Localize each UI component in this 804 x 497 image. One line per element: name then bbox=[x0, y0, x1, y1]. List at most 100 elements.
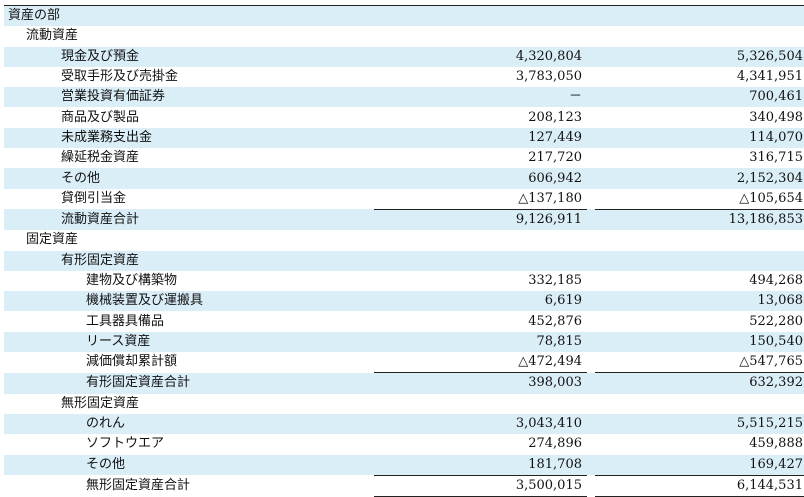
gap bbox=[587, 434, 595, 454]
table-row: 資産の部 bbox=[4, 5, 804, 27]
prior-year-value: － bbox=[374, 87, 587, 108]
gap bbox=[587, 230, 595, 250]
table-row: 繰延税金資産 217,720 316,715 bbox=[4, 148, 804, 168]
gap bbox=[587, 87, 595, 108]
row-label: 現金及び預金 bbox=[4, 46, 374, 67]
table-row: 減価償却累計額 △472,494 △547,765 bbox=[4, 352, 804, 373]
table-row: 貸倒引当金 △137,180 △105,654 bbox=[4, 189, 804, 210]
row-label: 流動資産 bbox=[26, 28, 79, 44]
current-year-value: △105,654 bbox=[739, 190, 803, 206]
current-year-value bbox=[595, 250, 804, 271]
row-label: 流動資産合計 bbox=[4, 209, 374, 231]
current-year-value: 150,540 bbox=[595, 331, 804, 353]
current-year-value: 13,186,853 bbox=[595, 208, 804, 231]
current-year-value bbox=[595, 394, 804, 414]
prior-year-value: 78,815 bbox=[374, 331, 587, 353]
current-year-value: 169,427 bbox=[595, 454, 804, 476]
table-row: 有形固定資産 bbox=[4, 250, 804, 271]
prior-year-value bbox=[374, 394, 587, 414]
balance-sheet: 資産の部 流動資産 現金及び預金 4,320,804 5,326,504 受取手形及び売掛… bbox=[4, 5, 804, 497]
row-label: 有形固定資産合計 bbox=[4, 372, 374, 394]
table-row: のれん 3,043,410 5,515,215 bbox=[4, 413, 804, 435]
gap bbox=[587, 413, 595, 435]
current-year-value: 459,888 bbox=[749, 436, 803, 452]
prior-year-value: 208,123 bbox=[528, 109, 582, 125]
current-year-value: 494,268 bbox=[749, 273, 803, 288]
current-year-value: △547,765 bbox=[739, 354, 803, 370]
current-year-value: 2,152,304 bbox=[595, 168, 804, 189]
gap bbox=[587, 372, 595, 394]
current-year-value bbox=[595, 5, 804, 27]
row-label: 固定資産 bbox=[26, 232, 79, 248]
prior-year-value: 9,126,911 bbox=[374, 208, 587, 231]
current-year-value: 522,280 bbox=[749, 313, 803, 329]
prior-year-value: 217,720 bbox=[528, 150, 582, 166]
row-label: ソフトウエア bbox=[86, 436, 165, 452]
row-label: 未成業務支出金 bbox=[4, 127, 374, 149]
table-row: 現金及び預金 4,320,804 5,326,504 bbox=[4, 46, 804, 67]
prior-year-value: 3,500,015 bbox=[374, 474, 587, 497]
gap bbox=[587, 189, 595, 210]
row-label: 営業投資有価証券 bbox=[4, 87, 374, 108]
prior-year-value: 181,708 bbox=[374, 454, 587, 476]
row-label: 資産の部 bbox=[4, 5, 374, 27]
table-row: 無形固定資産合計 3,500,015 6,144,531 bbox=[4, 474, 804, 497]
prior-year-value: 274,896 bbox=[528, 436, 582, 452]
prior-year-value bbox=[374, 26, 587, 46]
gap bbox=[587, 352, 595, 373]
row-label: その他 bbox=[4, 168, 374, 189]
prior-year-value: 332,185 bbox=[528, 273, 582, 288]
gap bbox=[587, 168, 595, 189]
row-label: 工具器具備品 bbox=[86, 313, 165, 329]
gap bbox=[587, 291, 595, 312]
table-row: 受取手形及び売掛金 3,783,050 4,341,951 bbox=[4, 67, 804, 87]
gap bbox=[587, 127, 595, 149]
table-row: 有形固定資産合計 398,003 632,392 bbox=[4, 372, 804, 394]
current-year-value: 5,326,504 bbox=[595, 46, 804, 67]
current-year-value: 114,070 bbox=[595, 127, 804, 149]
prior-year-value: △137,180 bbox=[518, 190, 582, 206]
row-label: 無形固定資産 bbox=[61, 395, 140, 411]
row-label: 繰延税金資産 bbox=[61, 150, 140, 166]
row-label: その他 bbox=[4, 454, 374, 476]
row-label: 建物及び構築物 bbox=[86, 273, 178, 288]
table-row: 機械装置及び運搬具 6,619 13,068 bbox=[4, 291, 804, 312]
gap bbox=[587, 107, 595, 127]
prior-year-value: 4,320,804 bbox=[374, 46, 587, 67]
gap bbox=[587, 454, 595, 476]
table-row: 無形固定資産 bbox=[4, 394, 804, 414]
gap bbox=[587, 271, 595, 291]
prior-year-value: 398,003 bbox=[374, 372, 587, 394]
gap bbox=[587, 148, 595, 168]
row-label: 商品及び製品 bbox=[61, 109, 140, 125]
prior-year-value: 606,942 bbox=[374, 168, 587, 189]
gap bbox=[587, 475, 595, 496]
current-year-value: 5,515,215 bbox=[595, 413, 804, 435]
prior-year-value bbox=[374, 250, 587, 271]
gap bbox=[587, 5, 595, 27]
table-row: ソフトウエア 274,896 459,888 bbox=[4, 434, 804, 454]
current-year-value: 700,461 bbox=[595, 87, 804, 108]
current-year-value: 13,068 bbox=[595, 291, 804, 312]
table-row: 未成業務支出金 127,449 114,070 bbox=[4, 127, 804, 149]
current-year-value: 4,341,951 bbox=[736, 69, 803, 85]
table-row: 建物及び構築物 332,185 494,268 bbox=[4, 271, 804, 291]
gap bbox=[587, 311, 595, 331]
table-row: その他 181,708 169,427 bbox=[4, 454, 804, 476]
gap bbox=[587, 250, 595, 271]
gap bbox=[587, 46, 595, 67]
prior-year-value bbox=[374, 5, 587, 27]
prior-year-value: 3,783,050 bbox=[515, 69, 582, 85]
gap bbox=[587, 26, 595, 46]
prior-year-value bbox=[374, 230, 587, 250]
table-row: その他 606,942 2,152,304 bbox=[4, 168, 804, 189]
row-label: 受取手形及び売掛金 bbox=[61, 69, 179, 85]
row-label: 減価償却累計額 bbox=[86, 354, 178, 370]
prior-year-value: 452,876 bbox=[528, 313, 582, 329]
gap bbox=[587, 394, 595, 414]
table-row: 工具器具備品 452,876 522,280 bbox=[4, 311, 804, 331]
prior-year-value: 3,043,410 bbox=[374, 413, 587, 435]
table-row: 固定資産 bbox=[4, 230, 804, 250]
row-label: のれん bbox=[4, 413, 374, 435]
